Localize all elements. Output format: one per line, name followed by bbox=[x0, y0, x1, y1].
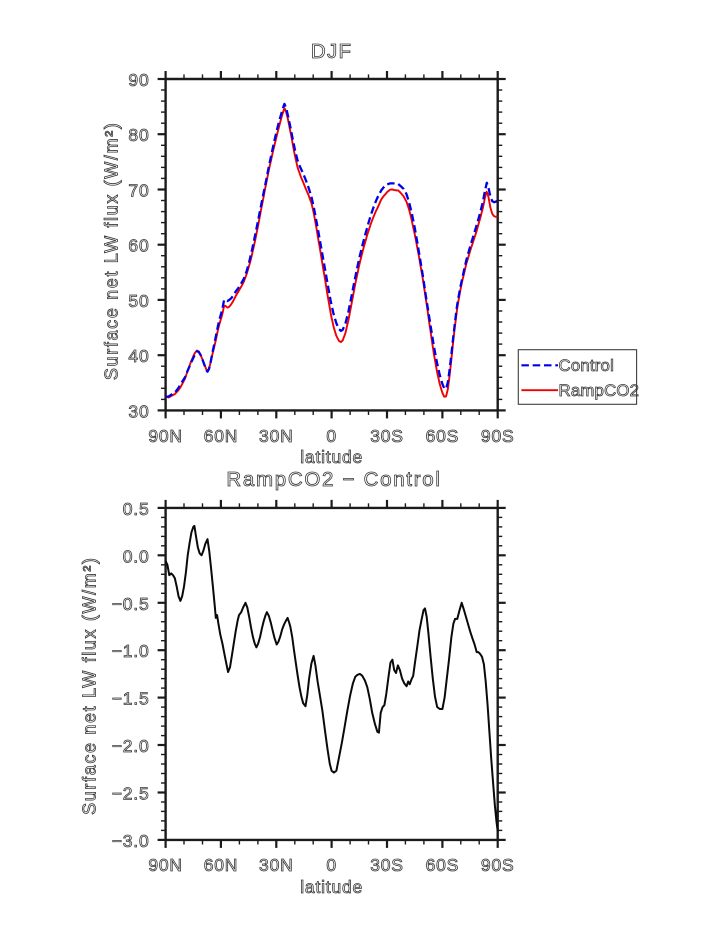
svg-text:RampCO2: RampCO2 bbox=[559, 381, 640, 400]
svg-text:70: 70 bbox=[128, 180, 149, 200]
svg-text:30N: 30N bbox=[259, 855, 294, 875]
svg-text:−3.0: −3.0 bbox=[112, 831, 150, 851]
svg-text:Surface net LW flux (W/m²): Surface net LW flux (W/m²) bbox=[102, 121, 122, 380]
svg-text:30: 30 bbox=[128, 401, 149, 421]
svg-text:−2.0: −2.0 bbox=[112, 736, 150, 756]
svg-text:−1.5: −1.5 bbox=[112, 689, 150, 709]
svg-text:90N: 90N bbox=[148, 855, 183, 875]
svg-text:60: 60 bbox=[128, 236, 149, 256]
svg-text:90S: 90S bbox=[481, 855, 515, 875]
svg-text:80: 80 bbox=[128, 125, 149, 145]
svg-text:40: 40 bbox=[128, 346, 149, 366]
svg-text:30S: 30S bbox=[370, 426, 404, 446]
svg-text:latitude: latitude bbox=[300, 447, 363, 467]
svg-text:90S: 90S bbox=[481, 426, 515, 446]
svg-text:latitude: latitude bbox=[300, 877, 363, 897]
svg-text:RampCO2 − Control: RampCO2 − Control bbox=[226, 468, 441, 491]
svg-text:90N: 90N bbox=[148, 426, 183, 446]
svg-text:60N: 60N bbox=[204, 426, 239, 446]
svg-text:Surface net LW flux (W/m²): Surface net LW flux (W/m²) bbox=[80, 556, 100, 815]
svg-text:0.0: 0.0 bbox=[123, 546, 150, 566]
svg-text:DJF: DJF bbox=[311, 40, 352, 63]
svg-text:−0.5: −0.5 bbox=[112, 594, 150, 614]
svg-text:−1.0: −1.0 bbox=[112, 641, 150, 661]
svg-text:30S: 30S bbox=[370, 855, 404, 875]
svg-text:60S: 60S bbox=[426, 426, 460, 446]
svg-text:Control: Control bbox=[559, 356, 615, 375]
svg-text:0.5: 0.5 bbox=[123, 499, 150, 519]
svg-text:90: 90 bbox=[128, 70, 149, 90]
svg-text:0: 0 bbox=[326, 855, 337, 875]
svg-text:60S: 60S bbox=[426, 855, 460, 875]
svg-text:0: 0 bbox=[326, 426, 337, 446]
svg-text:60N: 60N bbox=[204, 855, 239, 875]
svg-text:50: 50 bbox=[128, 291, 149, 311]
svg-text:30N: 30N bbox=[259, 426, 294, 446]
svg-text:−2.5: −2.5 bbox=[112, 783, 150, 803]
